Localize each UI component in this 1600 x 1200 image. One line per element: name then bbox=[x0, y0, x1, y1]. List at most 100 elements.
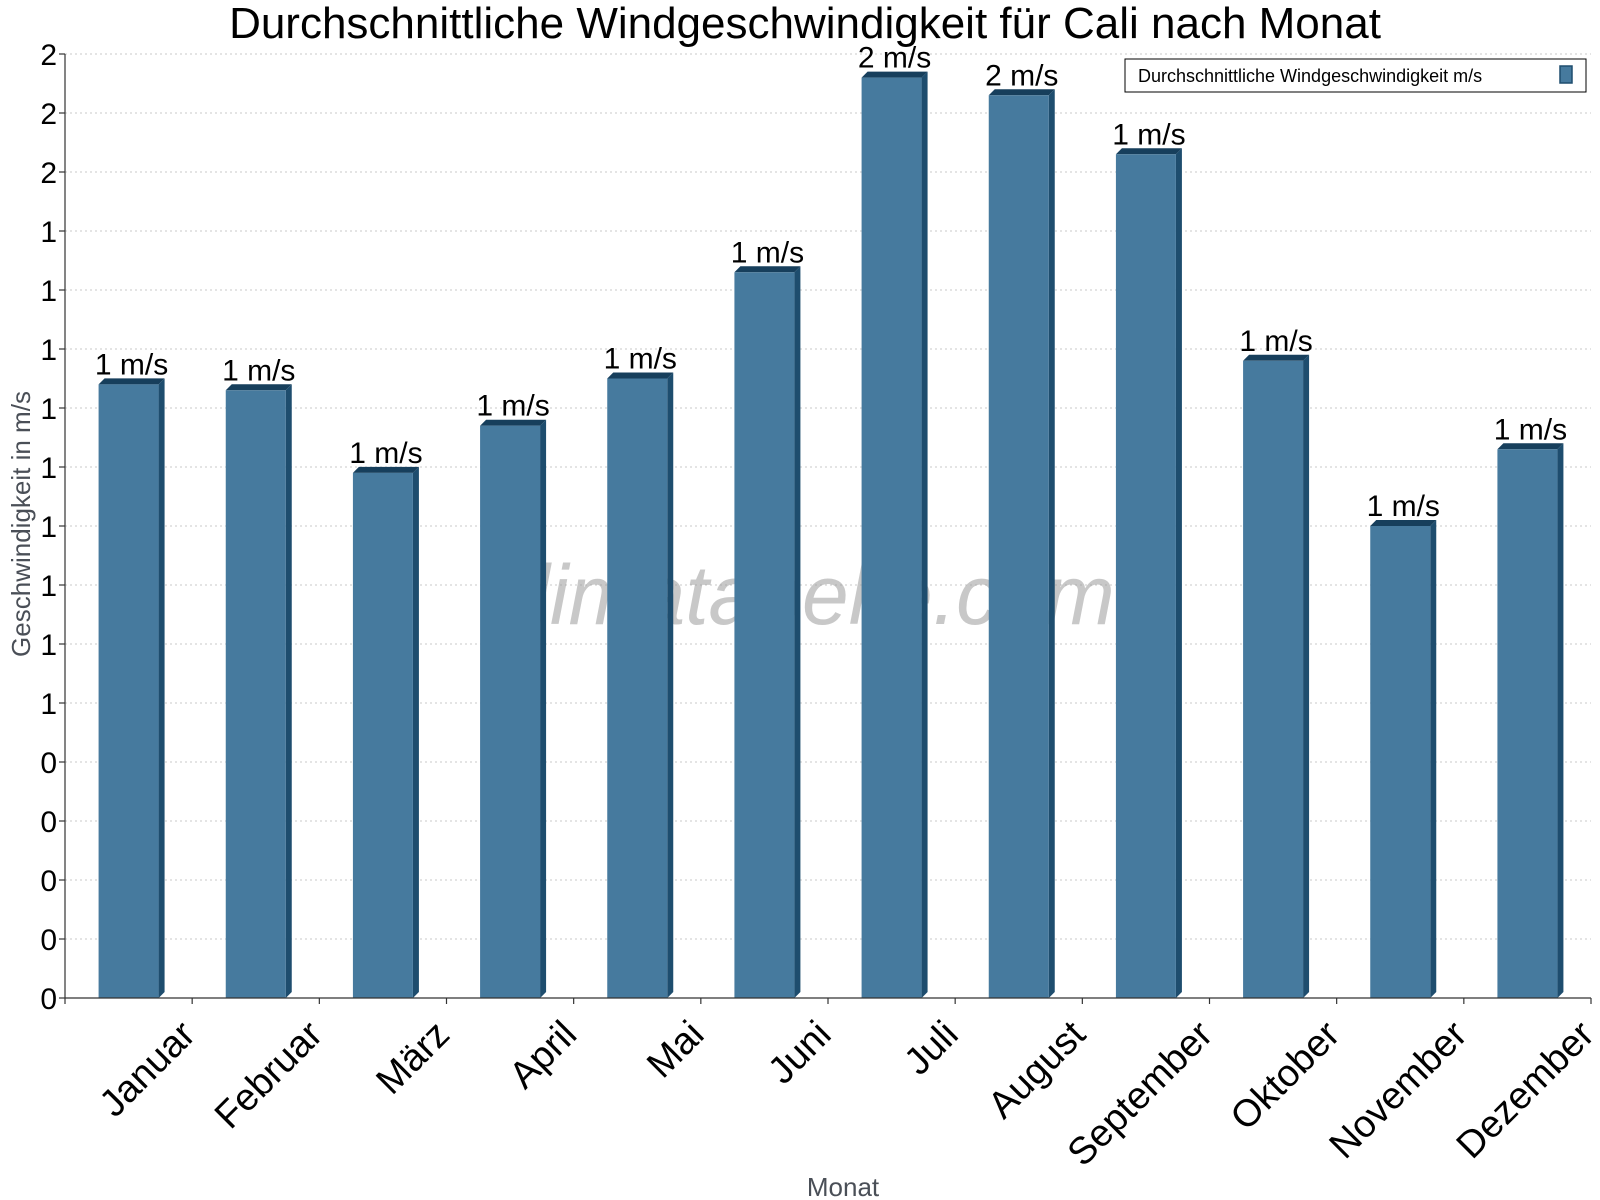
y-tick-label: 1 bbox=[40, 216, 57, 249]
x-tick-label: Dezember bbox=[1449, 1013, 1600, 1167]
data-label: 1 m/s bbox=[1112, 118, 1185, 151]
bar bbox=[480, 419, 547, 998]
data-labels: 1 m/s 1 m/s 1 m/s 1 m/s 1 m/s 1 m/s 2 m/s 2 m/s… bbox=[95, 42, 1567, 523]
bar bbox=[988, 89, 1055, 999]
y-tick-label: 0 bbox=[40, 806, 57, 839]
y-tick-label: 0 bbox=[40, 983, 57, 1016]
x-tick-label: Mai bbox=[639, 1013, 712, 1086]
x-tick-label: November bbox=[1322, 1013, 1476, 1167]
y-tick-label: 1 bbox=[40, 393, 57, 426]
bar-front bbox=[225, 390, 286, 998]
bar-side bbox=[1175, 148, 1182, 999]
y-tick-label: 0 bbox=[40, 747, 57, 780]
x-tick-label: Februar bbox=[207, 1013, 331, 1137]
bar-top bbox=[607, 372, 674, 379]
bar-top bbox=[1243, 354, 1310, 361]
chart-title: Durchschnittliche Windgeschwindigkeit fü… bbox=[229, 0, 1381, 48]
x-axis-title: Monat bbox=[807, 1172, 880, 1200]
x-tick-label: August bbox=[980, 1013, 1094, 1127]
axes bbox=[64, 54, 1591, 999]
y-tick-label: 1 bbox=[40, 275, 57, 308]
data-label: 1 m/s bbox=[1239, 325, 1312, 358]
bar-top bbox=[98, 378, 165, 385]
bar bbox=[1497, 443, 1564, 998]
x-tick-label: Januar bbox=[92, 1013, 204, 1125]
legend-box bbox=[1124, 58, 1587, 93]
bar-side bbox=[285, 384, 292, 998]
bar-front bbox=[98, 384, 159, 998]
x-tick-label: März bbox=[369, 1013, 458, 1102]
data-label: 1 m/s bbox=[95, 348, 168, 381]
data-label: 1 m/s bbox=[222, 354, 295, 387]
x-tick-label: Oktober bbox=[1223, 1013, 1349, 1139]
data-label: 1 m/s bbox=[1494, 413, 1567, 446]
bar-front bbox=[861, 77, 922, 999]
y-tick-label: 1 bbox=[40, 629, 57, 662]
y-tick-label: 1 bbox=[40, 334, 57, 367]
bar-front bbox=[607, 378, 668, 998]
bar-side bbox=[1048, 89, 1055, 999]
bar bbox=[1243, 354, 1310, 998]
legend-swatch bbox=[1559, 65, 1573, 84]
y-axis-ticks: 0 0 0 0 0 1 1 1 1 1 1 1 1 1 2 2 2 bbox=[40, 39, 65, 1016]
bar-front bbox=[734, 272, 795, 998]
bar-front bbox=[1243, 360, 1304, 998]
bar-front bbox=[1115, 154, 1176, 999]
y-tick-label: 1 bbox=[40, 452, 57, 485]
bars bbox=[98, 71, 1564, 999]
y-tick-label: 2 bbox=[40, 98, 57, 131]
bar bbox=[352, 466, 419, 998]
data-label: 2 m/s bbox=[858, 42, 931, 75]
bar-top bbox=[734, 266, 801, 273]
x-tick-label: April bbox=[502, 1013, 585, 1096]
y-tick-label: 1 bbox=[40, 511, 57, 544]
bar bbox=[225, 384, 292, 998]
y-tick-label: 0 bbox=[40, 924, 57, 957]
x-axis-ticks: Januar Februar März April Mai Juni Juli AugustS… bbox=[64, 998, 1600, 1174]
data-label: 1 m/s bbox=[604, 343, 677, 376]
bar-top bbox=[1370, 520, 1437, 526]
bar-top bbox=[988, 89, 1055, 96]
grid-lines bbox=[65, 53, 1591, 940]
bar-top bbox=[352, 466, 419, 473]
data-label: 1 m/s bbox=[476, 390, 549, 423]
data-label: 1 m/s bbox=[349, 437, 422, 470]
bar-side bbox=[794, 266, 801, 998]
bar-front bbox=[480, 425, 541, 998]
bar-front bbox=[988, 95, 1049, 999]
bar-side bbox=[540, 419, 547, 998]
bar-side bbox=[412, 466, 419, 998]
bar-front bbox=[352, 472, 413, 998]
bar-front bbox=[1497, 449, 1558, 998]
bar-side bbox=[158, 378, 165, 998]
data-label: 1 m/s bbox=[731, 236, 804, 269]
bar bbox=[98, 378, 165, 998]
legend: Durchschnittliche Windgeschwindigkeit m/… bbox=[1124, 58, 1587, 93]
y-tick-label: 1 bbox=[40, 688, 57, 721]
bar-side bbox=[921, 71, 928, 999]
bar-top bbox=[225, 384, 292, 391]
bar-side bbox=[1303, 354, 1310, 998]
bar-side bbox=[1430, 520, 1437, 998]
x-tick-label: Juli bbox=[897, 1013, 967, 1083]
bar bbox=[1115, 148, 1182, 999]
bar-side bbox=[1557, 443, 1564, 998]
y-tick-label: 2 bbox=[40, 157, 57, 190]
y-axis-title: Geschwindigkeit in m/s bbox=[6, 391, 36, 657]
bar bbox=[861, 71, 928, 999]
y-tick-label: 1 bbox=[40, 570, 57, 603]
bar bbox=[607, 372, 674, 998]
data-label: 2 m/s bbox=[985, 59, 1058, 92]
x-tick-label: Juni bbox=[760, 1013, 839, 1092]
data-label: 1 m/s bbox=[1367, 490, 1440, 523]
bar-front bbox=[1370, 526, 1431, 998]
bar bbox=[734, 266, 801, 998]
bar-top bbox=[861, 71, 928, 78]
bar-top bbox=[480, 419, 547, 426]
bar bbox=[1370, 520, 1437, 998]
legend-label: Durchschnittliche Windgeschwindigkeit m/… bbox=[1138, 66, 1482, 86]
y-tick-label: 0 bbox=[40, 865, 57, 898]
bar-side bbox=[667, 372, 674, 998]
bar-top bbox=[1115, 148, 1182, 155]
